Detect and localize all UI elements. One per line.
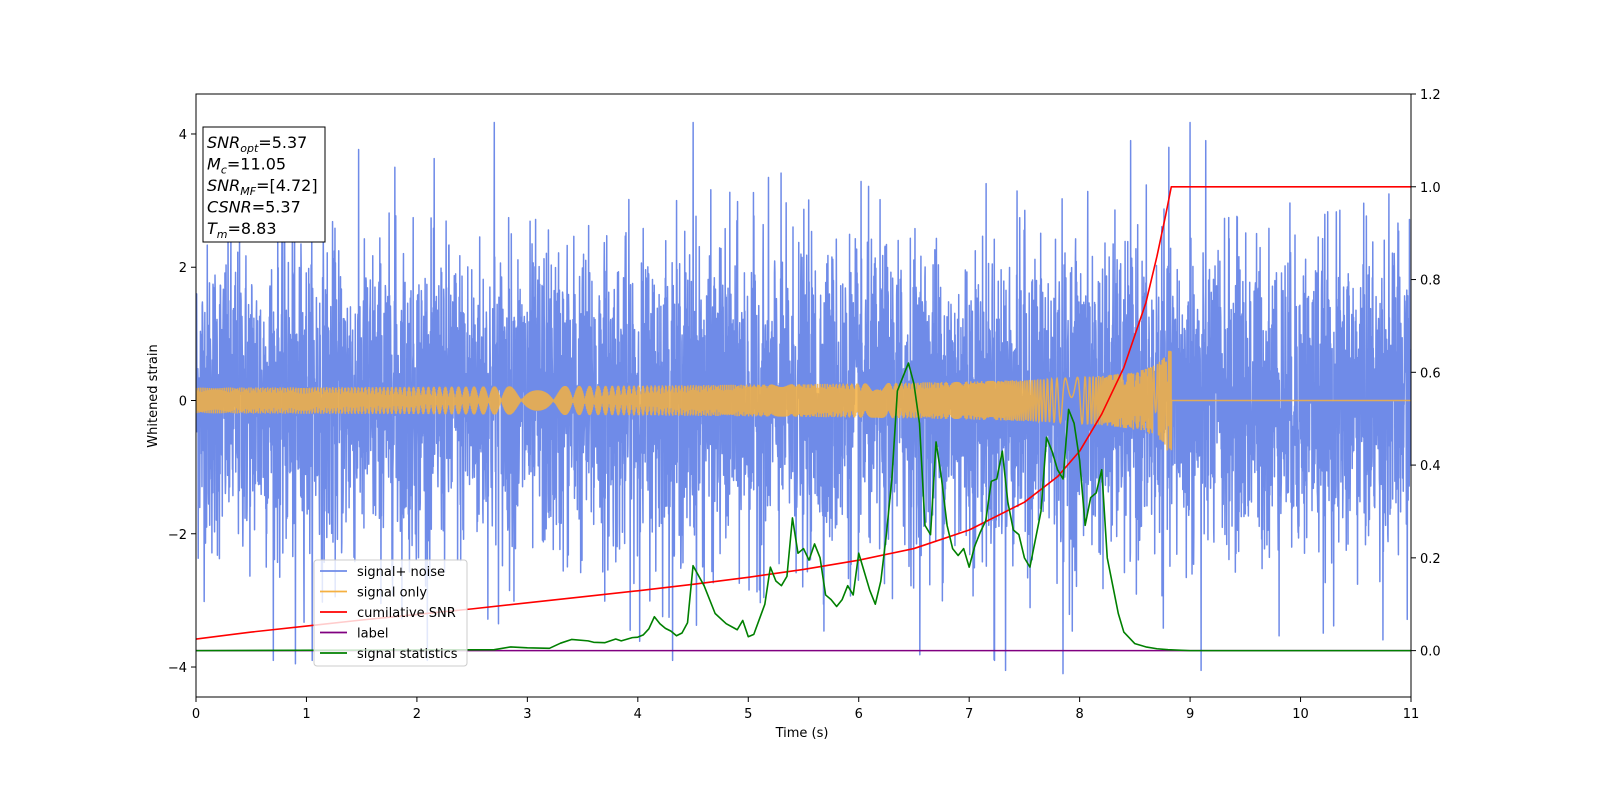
annotation-line: CSNR=5.37 (207, 198, 301, 217)
x-tick-label: 10 (1292, 707, 1309, 722)
legend-label: signal only (357, 586, 427, 601)
plot-frame (195, 93, 1412, 698)
y-tick-label: 4 (179, 128, 187, 143)
annotation-line: SNRopt=5.37 (207, 133, 307, 155)
x-axis-label: Time (s) (775, 726, 829, 741)
x-tick-label: 2 (413, 707, 421, 722)
legend-label: cumilative SNR (357, 606, 456, 621)
x-tick-label: 9 (1186, 707, 1194, 722)
y-right-tick-label: 0.4 (1420, 459, 1441, 474)
annotation-line: Mc=11.05 (207, 155, 286, 177)
legend: signal+ noise signal only cumilative SNR la… (313, 559, 468, 667)
x-tick-label: 11 (1403, 707, 1420, 722)
x-tick-label: 7 (965, 707, 973, 722)
y-right-tick-label: 1.0 (1420, 181, 1441, 196)
y-right-tick-label: 0.8 (1420, 274, 1441, 289)
x-tick-label: 0 (192, 707, 200, 722)
axes-ticks: 0 1 2 3 4 5 6 7 8 9 10 11 −4 −2 0 2 4 0.0 0.2 0.4 0.6 0.8 1.0 1… (168, 88, 1441, 722)
y-tick-label: −2 (168, 528, 187, 543)
legend-frame (313, 559, 468, 667)
y-right-tick-label: 0.0 (1420, 645, 1441, 660)
x-tick-label: 5 (744, 707, 752, 722)
y-right-tick-label: 1.2 (1420, 88, 1441, 103)
y-right-tick-label: 0.2 (1420, 552, 1441, 567)
legend-label: signal statistics (357, 647, 458, 662)
series-signal-statistics (196, 362, 1411, 652)
legend-entries: signal+ noise signal only cumilative SNR la… (320, 565, 458, 662)
x-tick-label: 6 (855, 707, 863, 722)
y-tick-label: 2 (179, 261, 187, 276)
y-tick-label: 0 (179, 394, 187, 409)
legend-label: label (357, 627, 388, 642)
x-tick-label: 8 (1075, 707, 1083, 722)
annotation-frame (202, 126, 326, 243)
annotation-lines: SNRopt=5.37Mc=11.05SNRMF=[4.72]CSNR=5.37… (207, 133, 318, 241)
x-tick-label: 4 (634, 707, 642, 722)
y-axis-label: Whitened strain (146, 344, 161, 447)
x-tick-label: 1 (302, 707, 310, 722)
series-signal-only (196, 350, 1411, 451)
annotation-box: SNRopt=5.37Mc=11.05SNRMF=[4.72]CSNR=5.37… (202, 126, 326, 243)
y-tick-label: −4 (168, 661, 187, 676)
annotation-line: Tm=8.83 (207, 219, 277, 241)
annotation-line: SNRMF=[4.72] (207, 176, 318, 198)
legend-label: signal+ noise (357, 565, 445, 580)
y-right-tick-label: 0.6 (1420, 366, 1441, 381)
x-tick-label: 3 (523, 707, 531, 722)
